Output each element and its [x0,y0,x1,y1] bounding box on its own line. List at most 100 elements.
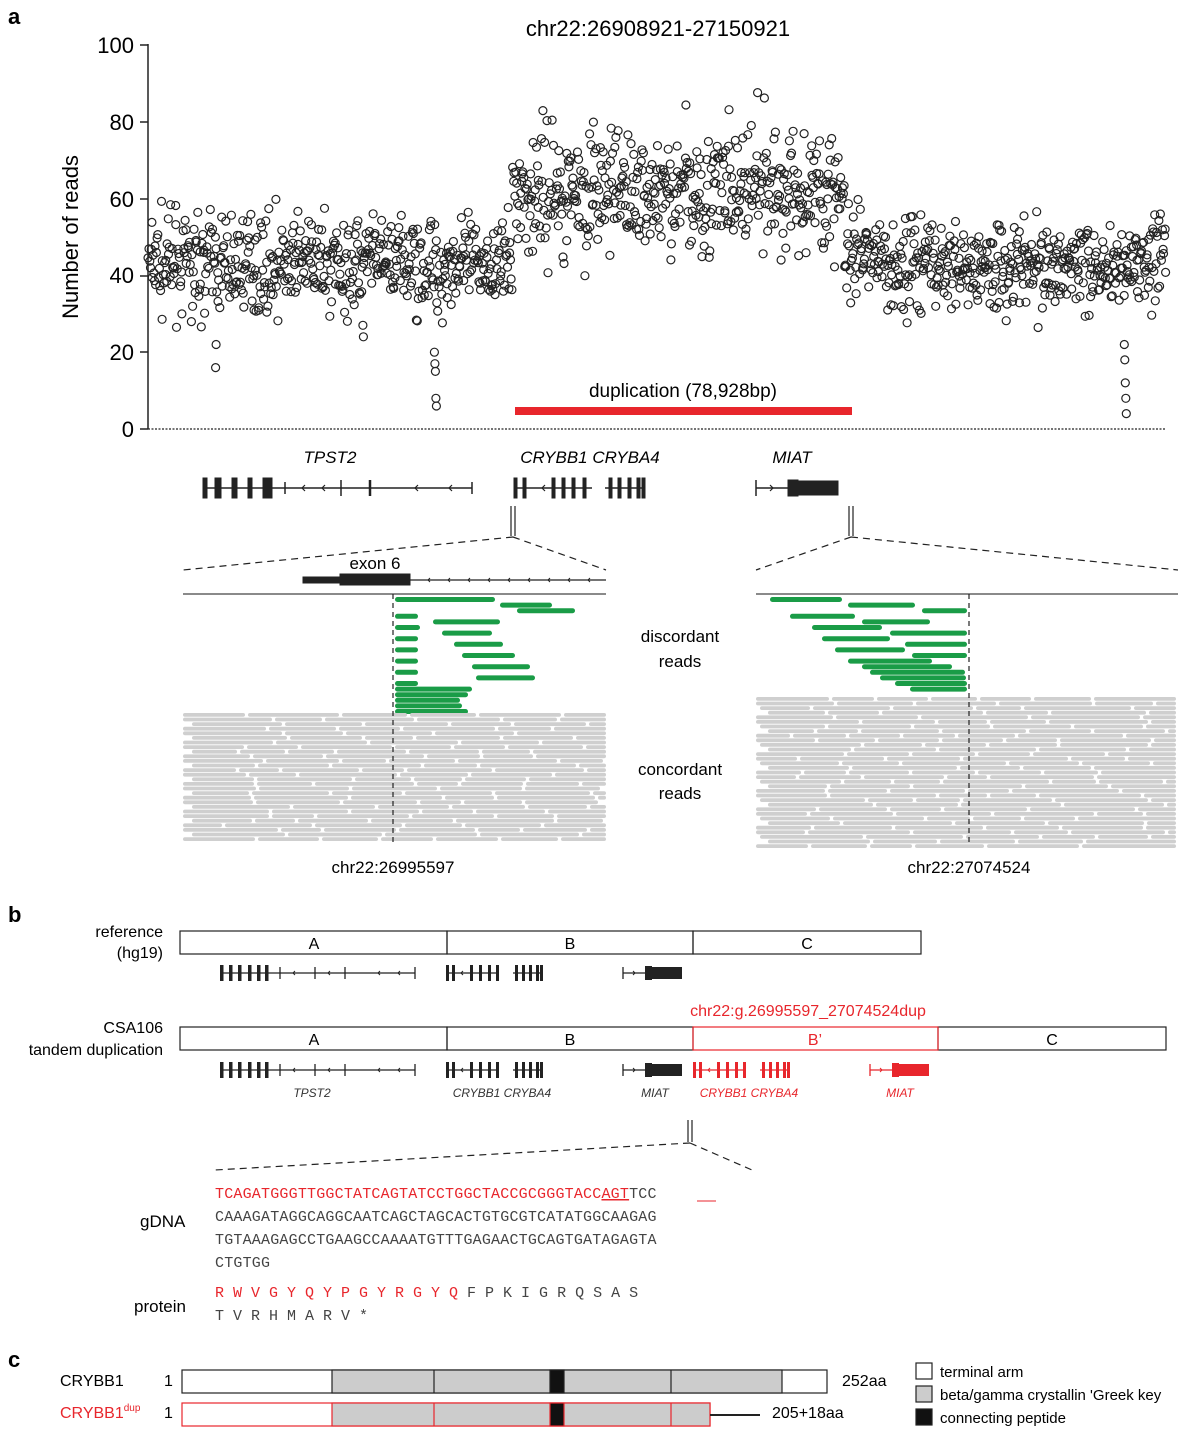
scatter-point [341,279,351,289]
concordant-read [942,729,1026,733]
scatter-point [171,220,181,230]
scatter-point [473,258,483,268]
concordant-read [939,793,987,798]
scatter-point [688,213,698,223]
scatter-point [995,225,1005,235]
scatter-point [344,225,354,235]
scatter-point [580,271,590,281]
scatter-point [988,280,998,290]
concordant-read [1147,821,1176,825]
scatter-point [694,188,704,199]
scatter-point [578,177,588,187]
concordant-read [978,770,1041,775]
scatter-point [350,256,360,266]
scatter-point [672,188,682,198]
discordant-read [476,675,535,681]
scatter-point [566,210,576,220]
scatter-point [724,105,734,115]
discordant-read [433,619,500,625]
scatter-point [1048,257,1058,267]
concordant-read [389,759,455,763]
concordant-read [560,759,603,763]
scatter-point [666,255,676,265]
scatter-point [815,199,826,209]
concordant-read [854,747,936,752]
scatter-point [638,148,649,158]
gene-model-track-a [202,477,839,499]
scatter-point [220,257,230,268]
concordant-read [298,818,368,823]
concordant-read [1111,784,1176,789]
concordant-read [756,715,833,720]
scatter-point [636,216,646,227]
concordant-read [526,782,579,786]
concordant-read [315,823,402,828]
concordant-read [183,786,256,791]
discordant-read [790,613,855,619]
scatter-point [1040,290,1050,300]
scatter-point [823,194,833,204]
scatter-point [453,276,464,286]
scatter-point [843,229,853,239]
scatter-point [956,276,966,286]
scatter-point [332,228,342,238]
scatter-point [493,226,503,236]
concordant-read [931,697,977,701]
concordant-read [843,821,952,825]
csa-segment-c-label: C [1046,1032,1058,1049]
scatter-point [898,304,909,315]
concordant-read [479,713,561,717]
concordant-read [1051,710,1146,715]
scatter-point [1022,261,1032,271]
scatter-point [781,243,791,253]
scatter-point [963,300,973,310]
scatter-point [300,276,310,286]
scatter-point [330,238,340,248]
gene-model [622,966,682,980]
concordant-read [1097,812,1143,816]
concordant-read [760,779,841,784]
scatter-point [988,238,998,249]
scatter-point [353,278,364,288]
concordant-read [183,772,246,777]
scatter-point [679,173,689,183]
scatter-point [312,237,322,247]
concordant-label: concordant [638,760,722,779]
concordant-read [830,793,936,798]
scatter-point [258,265,268,275]
gene-model [446,965,543,981]
scatter-point [200,308,210,318]
scatter-point [156,285,166,296]
scatter-point [1158,248,1169,259]
scatter-point [1073,266,1083,276]
concordant-read [817,729,858,733]
concordant-read [955,821,1045,825]
scatter-point [753,210,763,220]
scatter-point [512,198,523,208]
scatter-point [650,188,660,198]
scatter-point [1151,227,1162,238]
protein-line1-rest: F P K I G R Q S A S [458,1285,638,1302]
segment-b-label: B [565,936,576,953]
scatter-point [839,181,849,191]
scatter-point [451,288,461,298]
scatter-point [888,220,898,230]
scatter-point [646,202,656,212]
scatter-point [156,196,167,206]
concordant-read [1108,752,1176,756]
scatter-point [542,115,552,126]
discordant-read [395,669,418,675]
gene-model-track-csa [220,1062,929,1078]
scatter-point [977,246,987,256]
scatter-point [1150,296,1160,306]
gene-label-miat: MIAT [772,448,813,467]
scatter-point [229,239,239,249]
concordant-read [890,789,965,793]
scatter-point [1120,378,1130,388]
scatter-point [539,137,550,147]
concordant-read [417,717,500,722]
scatter-point [773,195,784,205]
concordant-read [836,715,918,720]
concordant-read [1023,766,1091,770]
concordant-read [192,832,285,837]
